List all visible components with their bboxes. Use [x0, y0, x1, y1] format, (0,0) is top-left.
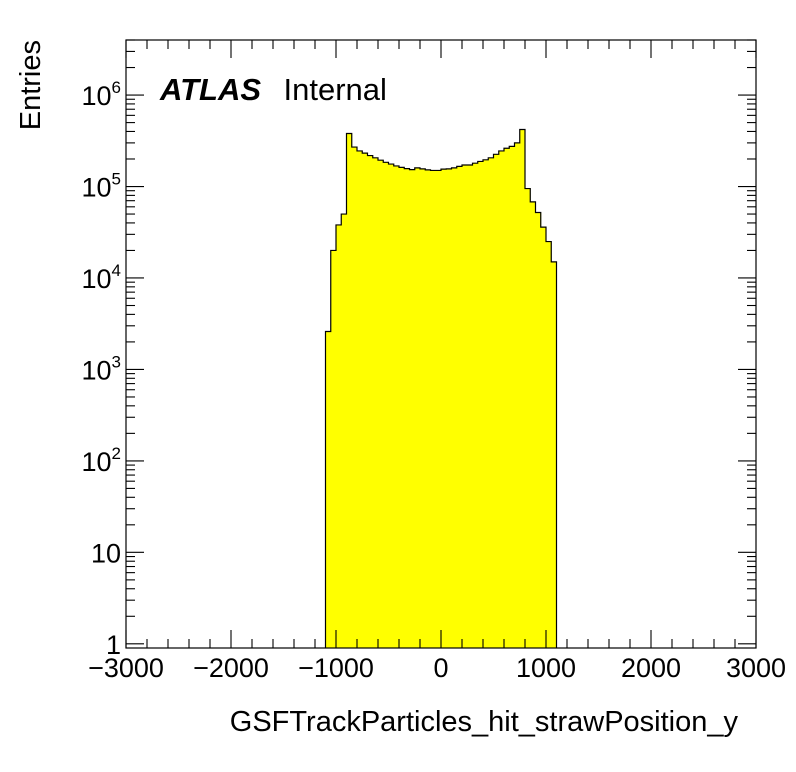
histogram-bar [493, 154, 500, 649]
histogram-bar [498, 150, 505, 648]
y-tick-label: 1 [106, 630, 121, 660]
axis-ticks [125, 39, 757, 648]
histogram-bar [372, 157, 379, 648]
y-tick-labels: 1 10 102 103 104 105 106 [81, 78, 121, 660]
histogram-bar [404, 168, 410, 648]
histogram-bar [330, 250, 337, 648]
histogram-bar [525, 188, 531, 648]
y-tick-label: 10 [91, 538, 121, 568]
x-tick-label: 0 [433, 653, 448, 683]
histogram-bar [367, 155, 374, 649]
y-tick-label: 105 [81, 170, 121, 203]
atlas-experiment: ATLAS [159, 72, 261, 107]
histogram-bar [546, 241, 552, 649]
atlas-label: ATLAS Internal [159, 72, 387, 107]
x-tick-label: 3000 [726, 653, 786, 683]
histogram-bar [341, 214, 347, 648]
histogram-bar [456, 166, 463, 649]
histogram-bar [346, 133, 353, 648]
histogram-bar [409, 169, 416, 648]
y-tick-label: 104 [81, 261, 121, 294]
histogram-bar [362, 153, 368, 648]
histogram-bar [462, 164, 468, 648]
histogram-bar [388, 164, 395, 648]
y-tick-label: 106 [81, 78, 121, 111]
x-axis-title: GSFTrackParticles_hit_strawPosition_y [230, 706, 739, 738]
histogram-bar [551, 261, 557, 648]
histogram-bar [540, 227, 547, 648]
x-tick-label: −3000 [88, 653, 164, 683]
histogram-bar [430, 170, 437, 648]
histogram-bar [519, 129, 526, 649]
histogram-bar [399, 167, 405, 648]
histogram-bar [351, 147, 358, 648]
histogram-bar [441, 169, 447, 648]
histogram-bar [530, 201, 536, 648]
atlas-status: Internal [283, 72, 386, 107]
y-tick-label: 102 [81, 444, 121, 477]
histogram-bars [325, 129, 557, 649]
histogram-bar [472, 163, 479, 648]
x-tick-labels: −3000 −2000 −1000 0 1000 2000 3000 [88, 653, 786, 683]
histogram-bar [451, 167, 458, 648]
histogram-bar [414, 167, 421, 648]
x-tick-label: 2000 [621, 653, 681, 683]
histogram-bar [425, 169, 431, 648]
histogram-bar [514, 142, 521, 648]
histogram-bar [393, 165, 400, 648]
histogram-bar [446, 168, 452, 648]
x-tick-label: 1000 [516, 653, 576, 683]
histogram-bar [483, 159, 489, 648]
histogram-bar [383, 162, 389, 648]
histogram-bar [509, 146, 515, 648]
histogram-bar [420, 168, 426, 648]
histogram-bar [336, 224, 342, 649]
histogram-bar [357, 150, 363, 648]
histogram-bar [504, 148, 510, 648]
histogram-outline [324, 128, 558, 648]
histogram-bar [435, 170, 442, 648]
histogram-bar [325, 331, 332, 648]
y-axis-title: Entries [15, 40, 47, 130]
histogram-bar [467, 164, 473, 648]
x-tick-label: −2000 [193, 653, 269, 683]
y-tick-label: 103 [81, 352, 121, 385]
histogram-bar [535, 212, 542, 648]
histogram-bar [488, 157, 494, 648]
histogram-bar [477, 161, 484, 648]
histogram-bar [378, 160, 384, 649]
x-tick-label: −1000 [298, 653, 374, 683]
